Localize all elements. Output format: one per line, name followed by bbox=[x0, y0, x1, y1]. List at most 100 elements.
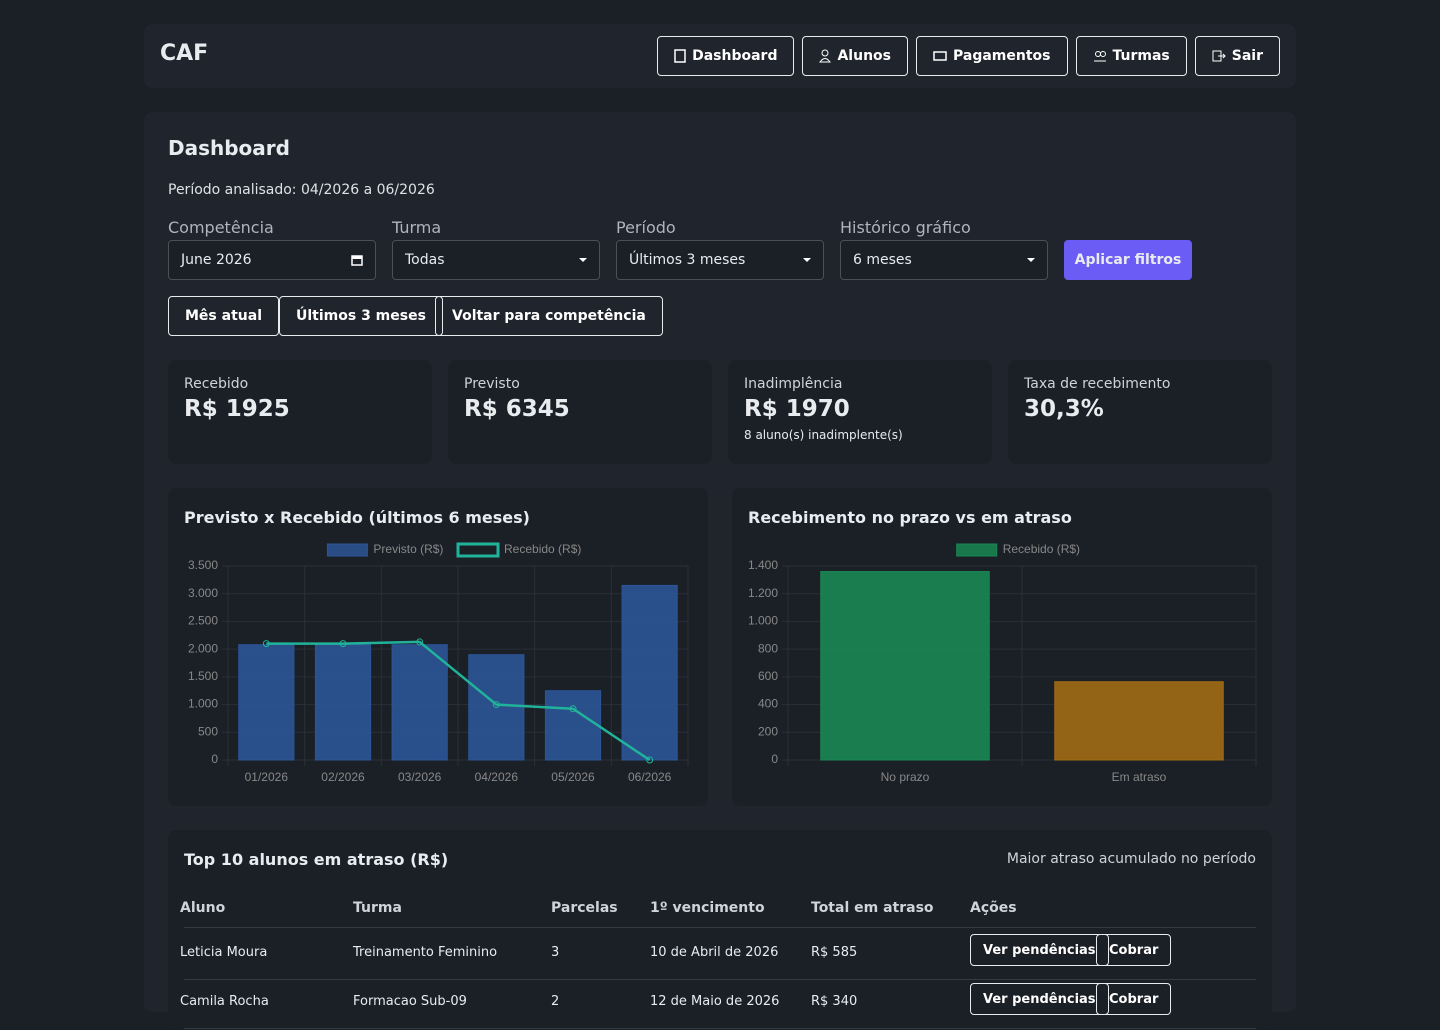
point bbox=[262, 640, 270, 648]
action-button[interactable]: Ver pendências bbox=[970, 934, 1109, 966]
cell: Leticia Moura bbox=[180, 945, 268, 960]
column-header: Ações bbox=[970, 900, 1017, 916]
icon bbox=[1212, 50, 1226, 62]
action-button[interactable]: Cobrar bbox=[1096, 983, 1172, 1015]
x-tick-label: Em atraso bbox=[1112, 770, 1167, 784]
kpi-note: 8 aluno(s) inadimplente(s) bbox=[744, 428, 903, 442]
nav-label: Sair bbox=[1231, 48, 1263, 64]
x-tick-label: 04/2026 bbox=[475, 770, 519, 784]
caret bbox=[579, 258, 587, 262]
point bbox=[569, 705, 577, 713]
cell: 10 de Abril de 2026 bbox=[650, 945, 779, 960]
nav-label: Dashboard bbox=[692, 48, 778, 64]
kpi-value: R$ 1925 bbox=[184, 396, 290, 422]
quick-button[interactable]: Últimos 3 meses bbox=[279, 296, 443, 336]
dashboard: Dashboard Período analisado: 04/2026 a 0… bbox=[144, 112, 1296, 1030]
y-tick-label: 2.000 bbox=[188, 641, 218, 655]
kpi-value: R$ 1970 bbox=[744, 396, 850, 422]
kpi-label: Recebido bbox=[184, 376, 249, 392]
filter-label: Histórico gráfico bbox=[840, 218, 971, 237]
y-tick-label: 200 bbox=[758, 724, 778, 738]
cell: Treinamento Feminino bbox=[353, 945, 498, 960]
brand: CAF bbox=[160, 41, 209, 66]
filter-value: 6 meses bbox=[853, 252, 912, 268]
kpi-card: Taxa de recebimento 30,3% bbox=[1008, 360, 1272, 464]
nav-button[interactable]: Alunos bbox=[802, 36, 908, 76]
bar bbox=[391, 644, 448, 761]
legend-swatch bbox=[956, 543, 998, 557]
action-button[interactable]: Cobrar bbox=[1096, 934, 1172, 966]
apply-button[interactable]: Aplicar filtros bbox=[1064, 240, 1192, 280]
y-tick-label: 3.500 bbox=[188, 558, 218, 572]
column-header: 1º vencimento bbox=[650, 900, 765, 916]
nav-button[interactable]: Turmas bbox=[1075, 36, 1187, 76]
kpi-label: Previsto bbox=[464, 376, 520, 392]
y-tick-label: 600 bbox=[758, 669, 778, 683]
nav-button[interactable]: Dashboard bbox=[657, 36, 795, 76]
filter-value: June 2026 bbox=[181, 252, 252, 268]
legend-label: Recebido (R$) bbox=[1003, 542, 1080, 556]
y-tick-label: 0 bbox=[771, 752, 778, 766]
bar bbox=[314, 644, 372, 761]
nav: Dashboard Alunos Pagamentos Turmas Sair bbox=[657, 36, 1280, 76]
select[interactable]: Todas bbox=[392, 240, 600, 280]
icon bbox=[351, 255, 363, 266]
select[interactable]: Últimos 3 meses bbox=[616, 240, 824, 280]
row-divider bbox=[184, 979, 1256, 980]
select[interactable]: 6 meses bbox=[840, 240, 1048, 280]
legend-swatch bbox=[326, 543, 368, 557]
page: CAF Dashboard {"header": {"brand": "CAF"… bbox=[144, 24, 1296, 1029]
x-tick-label: 03/2026 bbox=[398, 770, 442, 784]
action-button[interactable]: Ver pendências bbox=[970, 983, 1109, 1015]
kpi-card: Recebido R$ 1925 bbox=[168, 360, 432, 464]
filter-value: Últimos 3 meses bbox=[629, 252, 746, 268]
legend-label: Recebido (R$) bbox=[504, 542, 581, 556]
kpi-value: 30,3% bbox=[1024, 396, 1104, 422]
y-tick-label: 400 bbox=[758, 697, 778, 711]
quick-button[interactable]: Voltar para competência bbox=[435, 296, 663, 336]
period: Período analisado: 04/2026 a 06/2026 bbox=[168, 182, 435, 198]
y-tick-label: 0 bbox=[211, 752, 218, 766]
x-tick-label: No prazo bbox=[881, 770, 930, 784]
column-header: Turma bbox=[353, 900, 402, 916]
x-tick-label: 05/2026 bbox=[551, 770, 595, 784]
caret bbox=[1027, 258, 1035, 262]
chart-title: Recebimento no prazo vs em atraso bbox=[748, 508, 1072, 527]
y-tick-label: 800 bbox=[758, 641, 778, 655]
filter-label: Turma bbox=[392, 218, 442, 237]
caret bbox=[803, 258, 811, 262]
y-tick-label: 2.500 bbox=[188, 614, 218, 628]
cell: 2 bbox=[551, 994, 560, 1009]
y-tick-label: 1.000 bbox=[748, 614, 778, 628]
filter-value: Todas bbox=[405, 252, 445, 268]
nav-label: Turmas bbox=[1112, 48, 1170, 64]
cell: Camila Rocha bbox=[180, 994, 269, 1009]
icon bbox=[933, 51, 947, 61]
point bbox=[492, 701, 500, 709]
quick-button[interactable]: Mês atual bbox=[168, 296, 279, 336]
nav-button[interactable]: Pagamentos bbox=[916, 36, 1068, 76]
cell: Formacao Sub-09 bbox=[353, 994, 467, 1009]
cell: 12 de Maio de 2026 bbox=[650, 994, 780, 1009]
legend-swatch bbox=[456, 542, 500, 558]
line bbox=[266, 640, 651, 762]
date-input[interactable]: June 2026 bbox=[168, 240, 376, 280]
x-tick-label: 02/2026 bbox=[321, 770, 365, 784]
y-tick-label: 1.000 bbox=[188, 697, 218, 711]
nav-button[interactable]: Sair bbox=[1194, 36, 1280, 76]
bar bbox=[1054, 681, 1224, 761]
point bbox=[416, 638, 424, 646]
point bbox=[339, 640, 347, 648]
kpi-label: Taxa de recebimento bbox=[1024, 376, 1171, 392]
y-tick-label: 1.400 bbox=[748, 558, 778, 572]
cell: R$ 340 bbox=[811, 994, 858, 1009]
header: CAF Dashboard Alunos Pagamentos Turmas S… bbox=[144, 24, 1296, 88]
row-divider bbox=[184, 1028, 1256, 1029]
icon bbox=[674, 49, 686, 63]
kpi-label: Inadimplência bbox=[744, 376, 843, 392]
table-card: Top 10 alunos em atraso (R$) Maior atras… bbox=[168, 830, 1272, 1030]
kpi-value: R$ 6345 bbox=[464, 396, 570, 422]
cell: 3 bbox=[551, 945, 560, 960]
nav-label: Pagamentos bbox=[953, 48, 1051, 64]
